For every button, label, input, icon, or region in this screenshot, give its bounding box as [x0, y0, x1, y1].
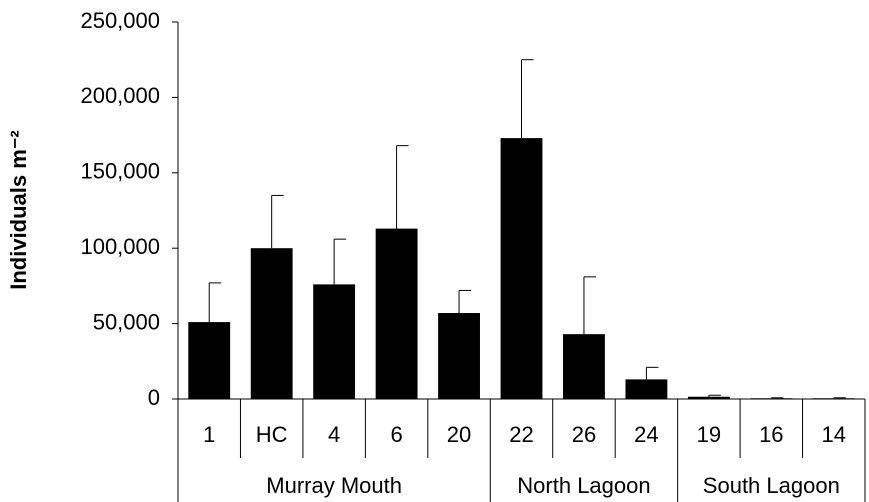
- x-tick-label: 26: [572, 422, 596, 447]
- bar: [687, 396, 730, 399]
- bar: [812, 398, 855, 399]
- bar: [438, 313, 480, 399]
- x-tick-label: 16: [759, 422, 783, 447]
- x-tick-label: 24: [634, 422, 658, 447]
- group-label: Murray Mouth: [266, 473, 402, 498]
- x-tick-label: 22: [509, 422, 533, 447]
- bar: [313, 284, 356, 399]
- bar: [625, 379, 668, 399]
- bar: [500, 138, 543, 399]
- y-tick-label: 0: [148, 385, 160, 410]
- group-label: North Lagoon: [517, 473, 650, 498]
- y-tick-label: 200,000: [80, 83, 160, 108]
- bar: [375, 228, 418, 399]
- x-tick-label: 14: [822, 422, 846, 447]
- y-axis-label: Individuals m⁻²: [6, 130, 31, 290]
- x-tick-label: 20: [447, 422, 471, 447]
- bar: [188, 322, 231, 399]
- y-tick-label: 150,000: [80, 159, 160, 184]
- bar: [250, 248, 293, 399]
- bar: [563, 334, 605, 399]
- x-tick-label: 19: [697, 422, 721, 447]
- x-tick-label: HC: [256, 422, 288, 447]
- x-tick-label: 6: [390, 422, 402, 447]
- y-tick-label: 250,000: [80, 8, 160, 33]
- group-label: South Lagoon: [703, 473, 840, 498]
- y-tick-label: 100,000: [80, 234, 160, 259]
- x-tick-label: 4: [328, 422, 340, 447]
- x-tick-label: 1: [203, 422, 215, 447]
- bar: [750, 398, 793, 399]
- y-tick-label: 50,000: [93, 309, 160, 334]
